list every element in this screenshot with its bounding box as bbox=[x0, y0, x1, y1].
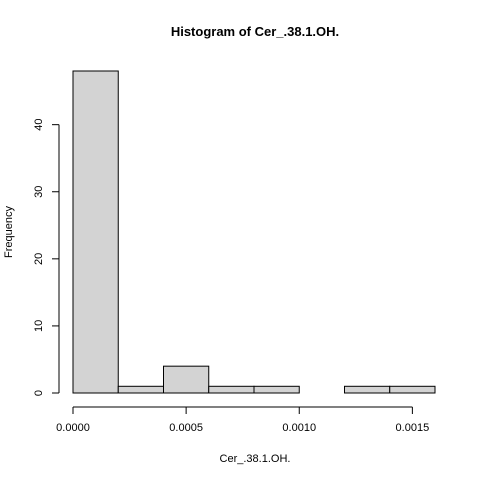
chart-title: Histogram of Cer_.38.1.OH. bbox=[171, 24, 339, 39]
x-tick-label: 0.0000 bbox=[56, 422, 90, 434]
x-axis-label: Cer_.38.1.OH. bbox=[220, 453, 291, 465]
y-axis-label: Frequency bbox=[3, 206, 15, 258]
x-tick-label: 0.0005 bbox=[169, 422, 203, 434]
y-tick-label: 40 bbox=[33, 119, 45, 131]
histogram-bar bbox=[72, 70, 119, 394]
histogram-bar bbox=[208, 385, 255, 394]
y-tick-label: 0 bbox=[33, 390, 45, 396]
y-tick-label: 20 bbox=[33, 253, 45, 265]
x-tick-label: 0.0010 bbox=[282, 422, 316, 434]
x-axis: 0.0000 0.0005 0.0010 0.0015 bbox=[56, 406, 430, 434]
histogram-bar bbox=[344, 385, 391, 394]
y-tick-label: 30 bbox=[33, 186, 45, 198]
histogram-bar bbox=[117, 385, 164, 394]
x-tick-label: 0.0015 bbox=[396, 422, 430, 434]
histogram-bar bbox=[389, 385, 436, 394]
y-tick-label: 10 bbox=[33, 320, 45, 332]
histogram-bar bbox=[163, 365, 210, 394]
bars-group bbox=[72, 70, 436, 394]
y-axis: 0 10 20 30 40 bbox=[33, 119, 60, 396]
histogram-bar bbox=[253, 385, 300, 394]
